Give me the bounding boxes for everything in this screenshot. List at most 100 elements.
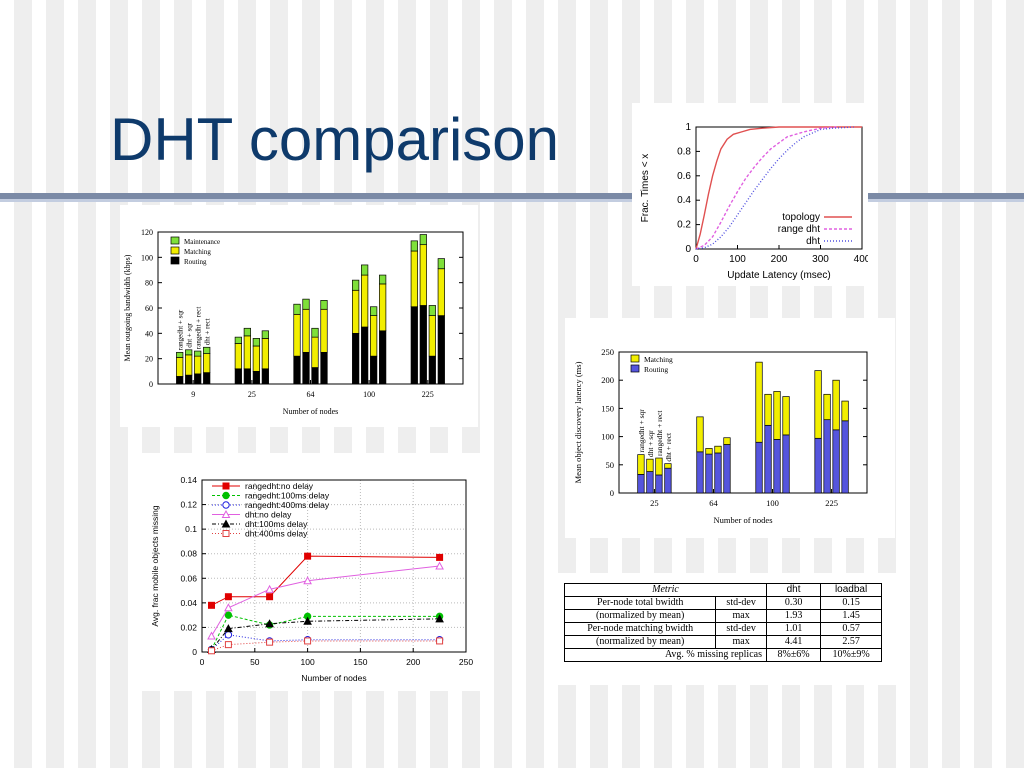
legend-label: Matching: [184, 248, 211, 256]
y-tick-label: 0.04: [180, 598, 197, 608]
bar-segment: [428, 305, 436, 316]
x-tick-label: 0: [200, 657, 205, 667]
bar-segment: [243, 368, 251, 385]
y-axis-label: Mean object discovery latency (ms): [573, 361, 583, 483]
legend-swatch: [170, 256, 180, 265]
y-axis-label: Mean outgoing bandwidth (kbps): [123, 254, 132, 361]
x-tick-label: 225: [422, 390, 434, 399]
x-axis-label: Update Latency (msec): [727, 270, 830, 281]
legend-swatch: [630, 354, 640, 363]
metrics-cell-loadbal: 0.57: [820, 622, 882, 636]
data-point: [265, 584, 274, 593]
legend-label: Maintenance: [184, 238, 220, 246]
bar-segment: [243, 335, 251, 370]
data-point: [265, 619, 274, 628]
bar-segment: [185, 374, 193, 385]
bar-segment: [302, 298, 310, 310]
data-point: [435, 614, 444, 623]
x-tick-label: 100: [766, 498, 779, 508]
y-tick-label: 0: [685, 244, 691, 255]
series-line: [211, 565, 440, 637]
metrics-cell-metric: Per-node matching bwidth: [563, 622, 717, 636]
metrics-row: Per-node matching bwidth std-dev 1.01 0.…: [563, 622, 882, 636]
bar-segment: [723, 437, 731, 445]
bar-segment: [194, 373, 202, 385]
bar-segment: [646, 471, 654, 494]
bar-segment: [755, 361, 763, 443]
bar-segment: [664, 463, 672, 469]
bar-annotation: rangedht + rect: [195, 307, 203, 349]
bar-segment: [410, 240, 418, 252]
x-tick-label: 400: [854, 254, 868, 265]
bar-segment: [419, 305, 427, 385]
bar-segment: [823, 419, 831, 494]
legend-label: topology: [782, 212, 820, 223]
data-point: [303, 616, 312, 625]
y-tick-label: 0.14: [180, 475, 197, 485]
data-point: [207, 631, 216, 640]
metrics-cell-metric: (normalized by mean): [563, 609, 717, 623]
bar-segment: [352, 332, 360, 385]
bar-annotation: rangedht + sqr: [177, 309, 185, 350]
x-tick-label: 0: [693, 254, 699, 265]
legend-swatch: [630, 364, 640, 373]
y-tick-label: 0: [149, 380, 153, 389]
bar-segment: [428, 355, 436, 385]
bar-segment: [410, 250, 418, 308]
data-point: [224, 603, 233, 612]
bar-segment: [194, 355, 202, 375]
x-tick-label: 25: [248, 390, 256, 399]
series-line: [211, 640, 440, 652]
metrics-cell-stat: std-dev: [715, 622, 767, 636]
x-tick-label: 64: [307, 390, 315, 399]
metrics-cell-metric: Per-node total bwidth: [563, 596, 717, 610]
y-tick-label: 120: [141, 228, 153, 237]
bar-segment: [311, 327, 319, 338]
bar-segment: [361, 326, 369, 385]
y-tick-label: 20: [145, 355, 153, 364]
legend-label: rangedht:no delay: [245, 481, 314, 491]
data-point: [436, 637, 444, 645]
bar-segment: [302, 308, 310, 353]
bar-segment: [293, 303, 301, 315]
latency-cdf-panel: 0 0.2 0.4 0.6 0.8 1 0 100 200 300 400 Update Latenc…: [632, 103, 871, 286]
data-point: [304, 637, 312, 645]
bandwidth-chart-panel: 0 20 40 60 80 100 120 9 25 64 100 225 rangedht + sqr…: [120, 205, 478, 427]
metrics-cell-stat: max: [715, 609, 767, 623]
bar-annotation: dht + rect: [664, 432, 673, 462]
bar-segment: [841, 420, 849, 494]
bar-segment: [437, 258, 445, 270]
title-rule: [0, 193, 1024, 199]
bar-segment: [261, 338, 269, 370]
bar-segment: [261, 330, 269, 339]
bar-segment: [302, 351, 310, 385]
bar-segment: [773, 439, 781, 494]
data-point: [224, 631, 233, 639]
y-tick-label: 0: [610, 488, 614, 498]
missing-objects-chart: 0 0.02 0.04 0.06 0.08 0.1 0.12 0.14 0 50 100 150 200…: [150, 475, 473, 683]
data-point: [222, 482, 230, 490]
bar-segment: [814, 370, 822, 439]
bar-segment: [194, 350, 202, 357]
bar-segment: [252, 345, 260, 372]
data-point: [435, 561, 444, 570]
bar-segment: [428, 315, 436, 357]
legend-label: dht:100ms delay: [245, 519, 308, 529]
metrics-cell-dht: 0.30: [765, 596, 822, 610]
y-tick-label: 0.2: [677, 220, 691, 231]
metrics-cell-loadbal: 10%±9%: [820, 648, 882, 662]
legend-label: Matching: [644, 355, 673, 364]
bar-segment: [234, 368, 242, 385]
plot-frame: [618, 351, 868, 494]
bar-segment: [234, 343, 242, 370]
metrics-cell-loadbal: 2.57: [820, 635, 882, 649]
legend-swatch: [170, 236, 180, 245]
bar-segment: [203, 353, 211, 373]
bar-segment: [185, 349, 193, 356]
series-line: [211, 634, 440, 650]
data-point: [266, 638, 274, 646]
bar-segment: [832, 379, 840, 431]
bar-segment: [437, 315, 445, 385]
bar-segment: [320, 300, 328, 310]
y-tick-label: 0.4: [677, 195, 691, 206]
